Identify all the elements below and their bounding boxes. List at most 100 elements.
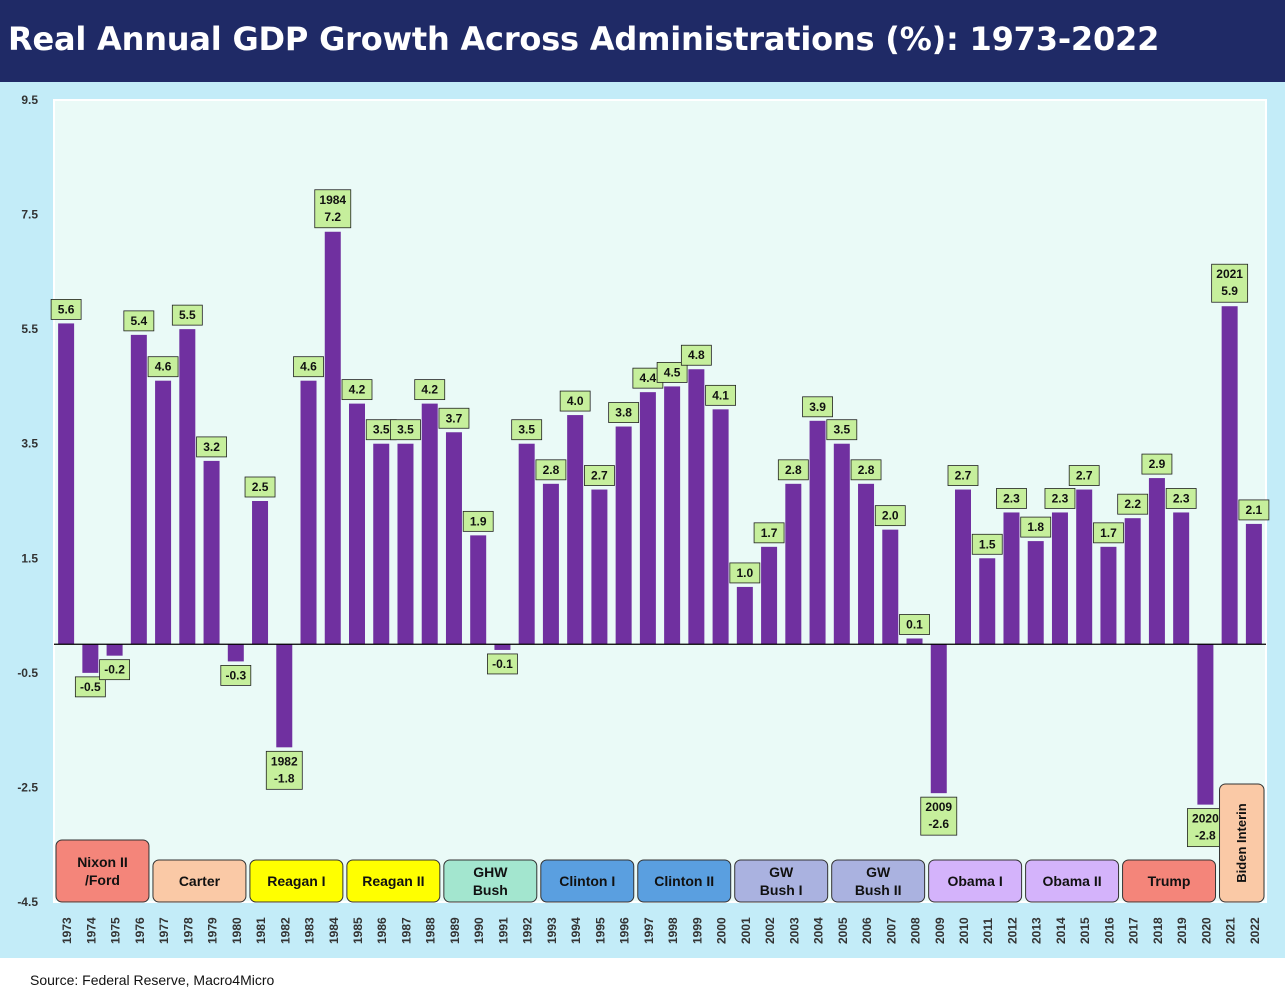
data-label-text: 3.7 xyxy=(446,411,463,425)
x-tick-label: 2022 xyxy=(1248,917,1262,944)
data-label-1999: 4.8 xyxy=(680,344,712,366)
administration-label: Obama II xyxy=(1043,873,1102,889)
data-label-2008: 0.1 xyxy=(899,614,930,635)
bar-2002 xyxy=(761,546,778,645)
bar-1987 xyxy=(397,443,414,645)
data-label-text: -0.2 xyxy=(104,663,125,677)
administration-label: Clinton II xyxy=(654,873,714,889)
y-tick-label: 1.5 xyxy=(21,551,38,565)
data-label-box xyxy=(1141,453,1173,475)
data-label-text: 7.2 xyxy=(324,210,341,224)
data-label-2021: 2021 5.9 xyxy=(1211,263,1249,303)
bar-2013 xyxy=(1027,541,1044,645)
bar-1996 xyxy=(615,426,632,645)
data-label-1974: -0.5 xyxy=(74,676,106,698)
y-tick-label: -2.5 xyxy=(17,780,38,794)
administration-box xyxy=(1219,783,1265,903)
data-label-text: 5.4 xyxy=(130,314,147,328)
data-label-text: 2.7 xyxy=(1076,469,1093,483)
bar-1977 xyxy=(155,380,172,645)
data-label-box xyxy=(265,750,303,790)
bar-1982 xyxy=(276,644,293,748)
administration-7: GW Bush I xyxy=(734,859,829,903)
gdp-bar-chart: 9.57.55.53.51.5-0.5-2.5-4.55.6-0.5-0.25.… xyxy=(17,93,1270,944)
data-label-2001: 1.0 xyxy=(729,562,761,584)
data-label-text: 3.2 xyxy=(203,440,220,454)
data-label-text: -0.3 xyxy=(225,668,246,682)
administration-label: Clinton I xyxy=(559,873,615,889)
bar-1983 xyxy=(300,380,317,645)
x-tick-label: 1996 xyxy=(618,917,632,944)
data-label-box xyxy=(608,402,640,423)
data-label-box xyxy=(511,419,543,441)
data-label-text: 2.7 xyxy=(955,469,972,483)
bar-1998 xyxy=(664,386,681,645)
data-label-text: 2.3 xyxy=(1052,491,1069,505)
administration-label: Obama I xyxy=(947,873,1002,889)
data-label-1976: 5.4 xyxy=(123,310,155,332)
data-label-text: 4.8 xyxy=(688,348,705,362)
data-label-box xyxy=(874,505,906,527)
x-tick-label: 1982 xyxy=(278,917,292,944)
y-tick-label: 5.5 xyxy=(21,322,38,336)
data-label-box xyxy=(1020,516,1052,538)
bar-2022 xyxy=(1245,523,1262,645)
data-label-2004: 3.9 xyxy=(802,396,833,418)
x-tick-label: 2001 xyxy=(739,917,753,944)
data-label-2020: 2020 -2.8 xyxy=(1187,808,1224,848)
administration-box xyxy=(540,859,635,903)
administration-label: Biden Interin xyxy=(1234,803,1249,883)
bar-2015 xyxy=(1076,489,1093,645)
data-label-box xyxy=(314,189,352,229)
data-label-text: 1982 xyxy=(271,754,298,768)
x-tick-label: 1997 xyxy=(642,917,656,944)
data-label-1973: 5.6 xyxy=(50,299,82,320)
data-label-box xyxy=(920,796,958,836)
data-label-box xyxy=(826,419,858,441)
data-label-box xyxy=(802,396,833,418)
administration-box xyxy=(443,859,538,903)
administration-label: Carter xyxy=(179,873,221,889)
administration-label: Nixon II xyxy=(77,854,128,870)
data-label-text: 2.1 xyxy=(1246,503,1263,517)
data-label-1982: 1982 -1.8 xyxy=(265,750,303,790)
x-tick-label: 2000 xyxy=(715,917,729,944)
data-label-box xyxy=(50,299,82,320)
x-tick-label: 1999 xyxy=(690,917,704,944)
data-label-box xyxy=(123,310,155,332)
data-label-1977: 4.6 xyxy=(147,356,179,378)
bar-2000 xyxy=(712,409,729,645)
data-label-box xyxy=(1093,522,1124,544)
x-tick-label: 2007 xyxy=(884,917,898,944)
data-label-text: 2009 xyxy=(925,800,952,814)
administration-label: Bush xyxy=(473,882,508,898)
x-tick-label: 1990 xyxy=(472,917,486,944)
data-label-box xyxy=(753,522,785,544)
bar-1991 xyxy=(494,644,511,650)
x-tick-label: 2011 xyxy=(981,918,995,944)
data-label-text: 1.5 xyxy=(979,537,996,551)
bar-1984 xyxy=(324,231,341,645)
data-label-text: 4.5 xyxy=(664,365,681,379)
administration-label: Bush II xyxy=(855,882,902,898)
data-label-1992: 3.5 xyxy=(511,419,543,441)
data-label-text: 2.2 xyxy=(1124,497,1141,511)
x-tick-label: 2003 xyxy=(787,917,801,944)
x-tick-label: 2013 xyxy=(1030,917,1044,944)
data-label-2011: 1.5 xyxy=(971,533,1003,555)
x-tick-label: 1989 xyxy=(448,917,462,944)
x-tick-label: 2006 xyxy=(860,917,874,944)
bar-1973 xyxy=(58,323,75,645)
data-label-box xyxy=(341,379,373,401)
y-tick-label: -4.5 xyxy=(17,895,38,909)
data-label-1979: 3.2 xyxy=(196,436,227,458)
data-label-1994: 4.0 xyxy=(559,390,591,412)
x-tick-label: 1981 xyxy=(254,917,268,944)
x-tick-label: 1988 xyxy=(424,917,438,944)
x-tick-label: 2008 xyxy=(909,917,923,944)
bar-2011 xyxy=(979,558,996,645)
data-label-box xyxy=(777,459,809,481)
administration-3: Reagan II xyxy=(346,859,441,903)
x-tick-label: 1974 xyxy=(84,917,98,944)
data-label-box xyxy=(850,459,882,481)
